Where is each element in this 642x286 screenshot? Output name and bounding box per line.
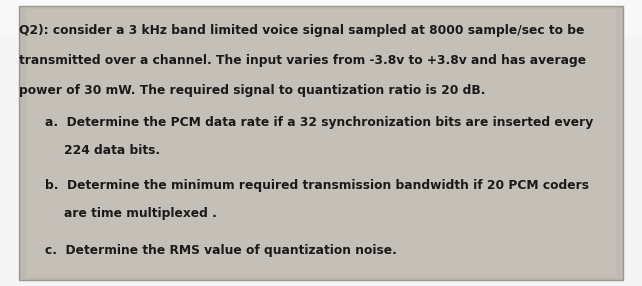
Text: Q2): consider a 3 kHz band limited voice signal sampled at 8000 sample/sec to be: Q2): consider a 3 kHz band limited voice…: [19, 23, 585, 37]
Text: 224 data bits.: 224 data bits.: [64, 144, 160, 157]
Text: a.  Determine the PCM data rate if a 32 synchronization bits are inserted every: a. Determine the PCM data rate if a 32 s…: [45, 116, 593, 130]
Text: c.  Determine the RMS value of quantization noise.: c. Determine the RMS value of quantizati…: [45, 244, 397, 257]
Text: transmitted over a channel. The input varies from -3.8v to +3.8v and has average: transmitted over a channel. The input va…: [19, 53, 586, 67]
Text: b.  Determine the minimum required transmission bandwidth if 20 PCM coders: b. Determine the minimum required transm…: [45, 179, 589, 192]
Bar: [0, 0, 642, 34]
Text: power of 30 mW. The required signal to quantization ratio is 20 dB.: power of 30 mW. The required signal to q…: [19, 84, 486, 97]
Text: are time multiplexed .: are time multiplexed .: [64, 206, 217, 220]
